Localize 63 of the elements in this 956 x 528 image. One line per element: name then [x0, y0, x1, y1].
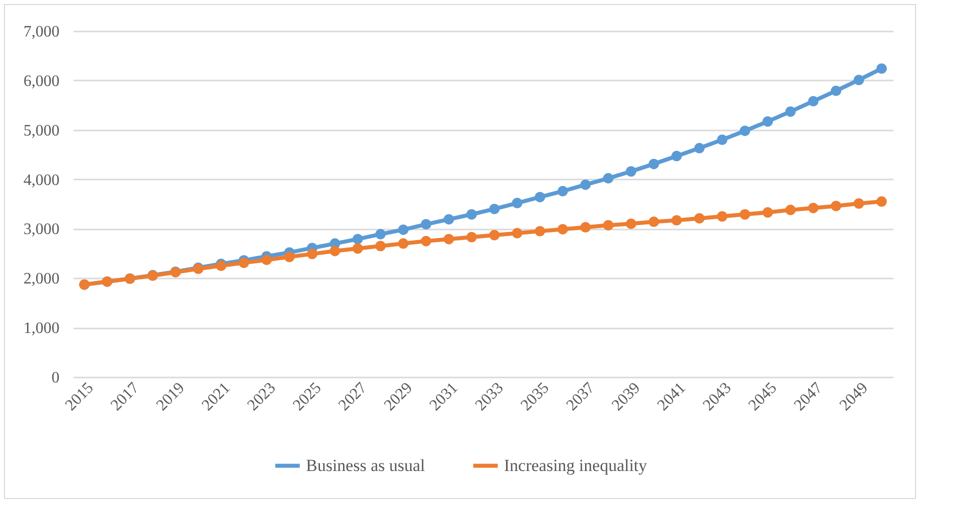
y-tick-label: 2,000	[24, 270, 60, 288]
y-tick-label: 1,000	[24, 320, 60, 338]
point	[238, 258, 250, 268]
y-tick-label: 3,000	[24, 221, 60, 238]
point	[671, 215, 682, 226]
point	[808, 96, 819, 106]
point	[626, 218, 636, 230]
y-tick-label: 5,000	[24, 122, 60, 140]
point	[694, 142, 705, 154]
y-tick-label: 4,000	[24, 172, 60, 189]
point	[284, 252, 295, 262]
point	[580, 222, 591, 232]
point	[603, 220, 614, 230]
point	[375, 240, 386, 252]
point	[694, 213, 705, 224]
point	[580, 179, 591, 190]
point	[444, 234, 454, 244]
point	[557, 224, 568, 234]
point	[830, 200, 842, 212]
point	[398, 238, 409, 249]
point	[375, 228, 386, 240]
point	[330, 246, 340, 256]
point	[830, 86, 842, 96]
point	[420, 236, 432, 246]
point	[740, 209, 750, 220]
point	[762, 207, 773, 218]
point	[444, 214, 454, 225]
legend-label: Business as usual	[306, 456, 426, 475]
point	[671, 150, 682, 162]
point	[876, 63, 887, 74]
point	[854, 74, 864, 86]
point	[512, 198, 522, 208]
point	[261, 254, 272, 266]
point	[466, 209, 477, 220]
point	[398, 224, 409, 235]
point	[489, 230, 500, 240]
point	[352, 234, 363, 244]
point	[648, 216, 660, 228]
point	[420, 219, 432, 230]
point	[716, 134, 728, 145]
point	[854, 198, 864, 209]
point	[534, 226, 546, 236]
point	[512, 228, 522, 238]
point	[534, 192, 546, 202]
point	[626, 166, 636, 177]
point	[466, 232, 477, 242]
point	[740, 126, 750, 136]
point	[876, 196, 887, 207]
point	[603, 173, 614, 184]
legend-label: Increasing inequality	[504, 456, 648, 475]
point	[785, 204, 796, 216]
point	[557, 186, 568, 196]
point	[306, 248, 318, 260]
point	[716, 211, 728, 222]
point	[808, 202, 819, 214]
y-tick-label: 6,000	[24, 72, 60, 90]
point	[352, 243, 363, 254]
point	[785, 106, 796, 117]
y-tick-label: 0	[52, 370, 60, 386]
point	[648, 158, 660, 170]
y-tick-label: 7,000	[24, 24, 60, 40]
point	[489, 204, 500, 214]
point	[762, 116, 773, 127]
